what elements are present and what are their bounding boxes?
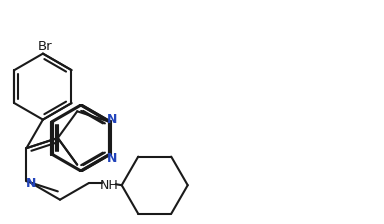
Text: Br: Br — [38, 40, 52, 53]
Text: N: N — [26, 177, 36, 190]
Text: N: N — [106, 152, 117, 165]
Text: N: N — [106, 113, 117, 126]
Text: NH: NH — [99, 179, 118, 192]
